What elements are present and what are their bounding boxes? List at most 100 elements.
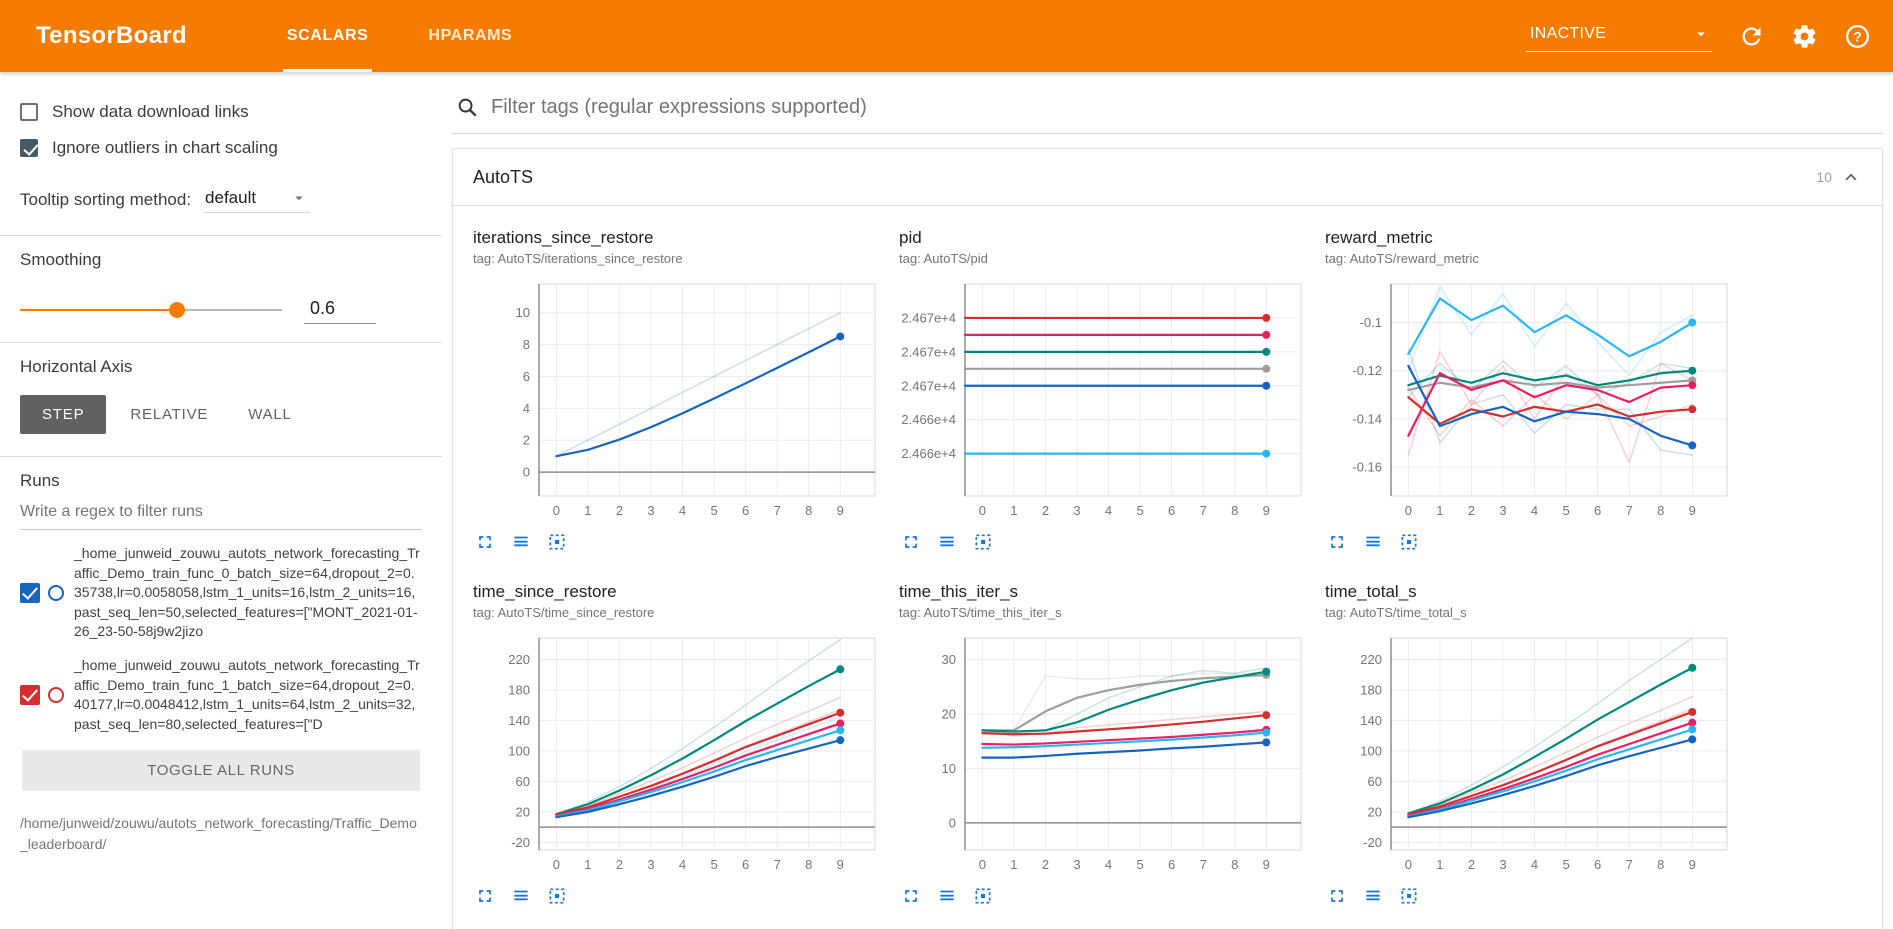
tooltip-sorting-dropdown[interactable]: default	[203, 186, 311, 213]
show-download-links-checkbox[interactable]	[20, 103, 38, 121]
fit-domain-icon[interactable]	[547, 886, 567, 906]
chevron-down-icon	[1692, 25, 1710, 43]
svg-text:6: 6	[1594, 503, 1601, 518]
log-scale-icon[interactable]	[1363, 532, 1383, 552]
chart-card-iterations-since-restore: iterations_since_restore tag: AutoTS/ite…	[473, 228, 885, 552]
expand-chart-icon[interactable]	[901, 886, 921, 906]
run-radio[interactable]	[48, 584, 64, 601]
svg-text:100: 100	[1360, 743, 1382, 758]
svg-text:0: 0	[523, 465, 530, 480]
svg-text:6: 6	[1168, 503, 1175, 518]
svg-text:5: 5	[1136, 857, 1143, 872]
expand-chart-icon[interactable]	[1327, 532, 1347, 552]
smoothing-value-input[interactable]	[304, 296, 376, 324]
fit-domain-icon[interactable]	[547, 532, 567, 552]
refresh-icon[interactable]	[1738, 23, 1765, 50]
smoothing-slider[interactable]	[20, 302, 282, 318]
svg-text:9: 9	[1263, 503, 1270, 518]
expand-chart-icon[interactable]	[901, 532, 921, 552]
svg-text:100: 100	[508, 743, 530, 758]
help-icon[interactable]	[1844, 23, 1871, 50]
slider-knob[interactable]	[169, 302, 186, 318]
svg-text:8: 8	[805, 857, 812, 872]
svg-text:1: 1	[1010, 857, 1017, 872]
svg-text:8: 8	[1231, 857, 1238, 872]
tab-hparams[interactable]: HPARAMS	[428, 27, 513, 44]
svg-text:20: 20	[942, 707, 956, 722]
run-item: _home_junweid_zouwu_autots_network_forec…	[20, 656, 422, 734]
expand-chart-icon[interactable]	[475, 886, 495, 906]
svg-text:-0.16: -0.16	[1352, 460, 1382, 475]
svg-text:7: 7	[1200, 503, 1207, 518]
axis-wall-button[interactable]: WALL	[248, 406, 292, 423]
ignore-outliers-checkbox[interactable]	[20, 139, 38, 157]
log-scale-icon[interactable]	[1363, 886, 1383, 906]
run-radio[interactable]	[48, 687, 64, 704]
chart-plot[interactable]: 30 20 10 0 0 1 2 3 4 5 6 7 8 9	[899, 628, 1311, 878]
svg-text:0: 0	[553, 857, 560, 872]
collapse-section-icon[interactable]	[1840, 166, 1862, 188]
data-status-select[interactable]: INACTIVE	[1526, 21, 1712, 52]
slider-fill	[20, 309, 178, 311]
run-checkbox[interactable]	[20, 685, 40, 706]
log-scale-icon[interactable]	[937, 886, 957, 906]
chevron-down-icon	[290, 189, 308, 207]
ignore-outliers-row[interactable]: Ignore outliers in chart scaling	[20, 138, 422, 158]
card-header[interactable]: AutoTS 10	[453, 149, 1882, 206]
svg-text:20: 20	[1368, 804, 1382, 819]
tab-scalars[interactable]: SCALARS	[257, 0, 399, 72]
svg-text:60: 60	[1368, 774, 1382, 789]
svg-text:6: 6	[742, 503, 749, 518]
run-label: _home_junweid_zouwu_autots_network_forec…	[74, 545, 420, 640]
svg-text:8: 8	[523, 337, 530, 352]
run-item-controls	[20, 582, 64, 603]
svg-text:3: 3	[647, 857, 654, 872]
svg-text:1: 1	[1436, 503, 1443, 518]
fit-domain-icon[interactable]	[1399, 532, 1419, 552]
run-checkbox[interactable]	[20, 582, 40, 603]
chart-toolbar	[1325, 532, 1737, 552]
chart-plot[interactable]: -0.1 -0.12 -0.14 -0.16 0 1 2 3 4 5 6 7 8 9	[1325, 274, 1737, 524]
search-icon	[456, 96, 479, 119]
svg-text:9: 9	[1689, 857, 1696, 872]
svg-text:140: 140	[1360, 713, 1382, 728]
svg-text:6: 6	[1594, 857, 1601, 872]
expand-chart-icon[interactable]	[1327, 886, 1347, 906]
axis-relative-button[interactable]: RELATIVE	[130, 406, 209, 423]
fit-domain-icon[interactable]	[973, 886, 993, 906]
runs-filter-input[interactable]	[20, 495, 422, 530]
svg-text:3: 3	[1073, 857, 1080, 872]
show-download-links-row[interactable]: Show data download links	[20, 102, 422, 122]
chart-title: reward_metric	[1325, 228, 1433, 247]
card-title: AutoTS	[473, 166, 534, 187]
toggle-all-runs-button[interactable]: TOGGLE ALL RUNS	[22, 750, 420, 792]
svg-text:9: 9	[1689, 503, 1696, 518]
chart-toolbar	[473, 532, 885, 552]
log-scale-icon[interactable]	[511, 886, 531, 906]
svg-text:1: 1	[584, 857, 591, 872]
chart-plot[interactable]: 10 8 6 4 2 0 0 1 2 3 4 5 6 7 8 9	[473, 274, 885, 524]
axis-step-button[interactable]: STEP	[20, 395, 107, 434]
svg-text:3: 3	[1073, 503, 1080, 518]
fit-domain-icon[interactable]	[1399, 886, 1419, 906]
expand-chart-icon[interactable]	[475, 532, 495, 552]
fit-domain-icon[interactable]	[973, 532, 993, 552]
chart-toolbar	[899, 886, 1311, 906]
chart-plot[interactable]: 220 180 140 100 60 20 -20 0 1 2 3 4 5 6 7 8 9	[473, 628, 885, 878]
logdir-path: /home/junweid/zouwu/autots_network_forec…	[20, 815, 417, 852]
data-status-value: INACTIVE	[1530, 24, 1607, 42]
svg-text:2: 2	[1468, 503, 1475, 518]
main-content: AutoTS 10 iterations_since_restore tag: …	[442, 72, 1893, 929]
svg-text:2: 2	[523, 433, 530, 448]
chart-plot[interactable]: 2.467e+4 2.467e+4 2.467e+4 2.466e+4 2.466e+4…	[899, 274, 1311, 524]
chart-plot[interactable]: 220 180 140 100 60 20 -20 0 1 2 3 4 5 6 7 8 9	[1325, 628, 1737, 878]
svg-text:3: 3	[647, 503, 654, 518]
chart-tag: tag: AutoTS/time_since_restore	[473, 605, 655, 620]
chart-tag: tag: AutoTS/pid	[899, 251, 988, 266]
tag-filter-input[interactable]	[491, 96, 1879, 119]
log-scale-icon[interactable]	[511, 532, 531, 552]
app-header: TensorBoard SCALARS HPARAMS INACTIVE	[0, 0, 1893, 72]
log-scale-icon[interactable]	[937, 532, 957, 552]
svg-text:2: 2	[1042, 503, 1049, 518]
settings-gear-icon[interactable]	[1791, 23, 1818, 50]
